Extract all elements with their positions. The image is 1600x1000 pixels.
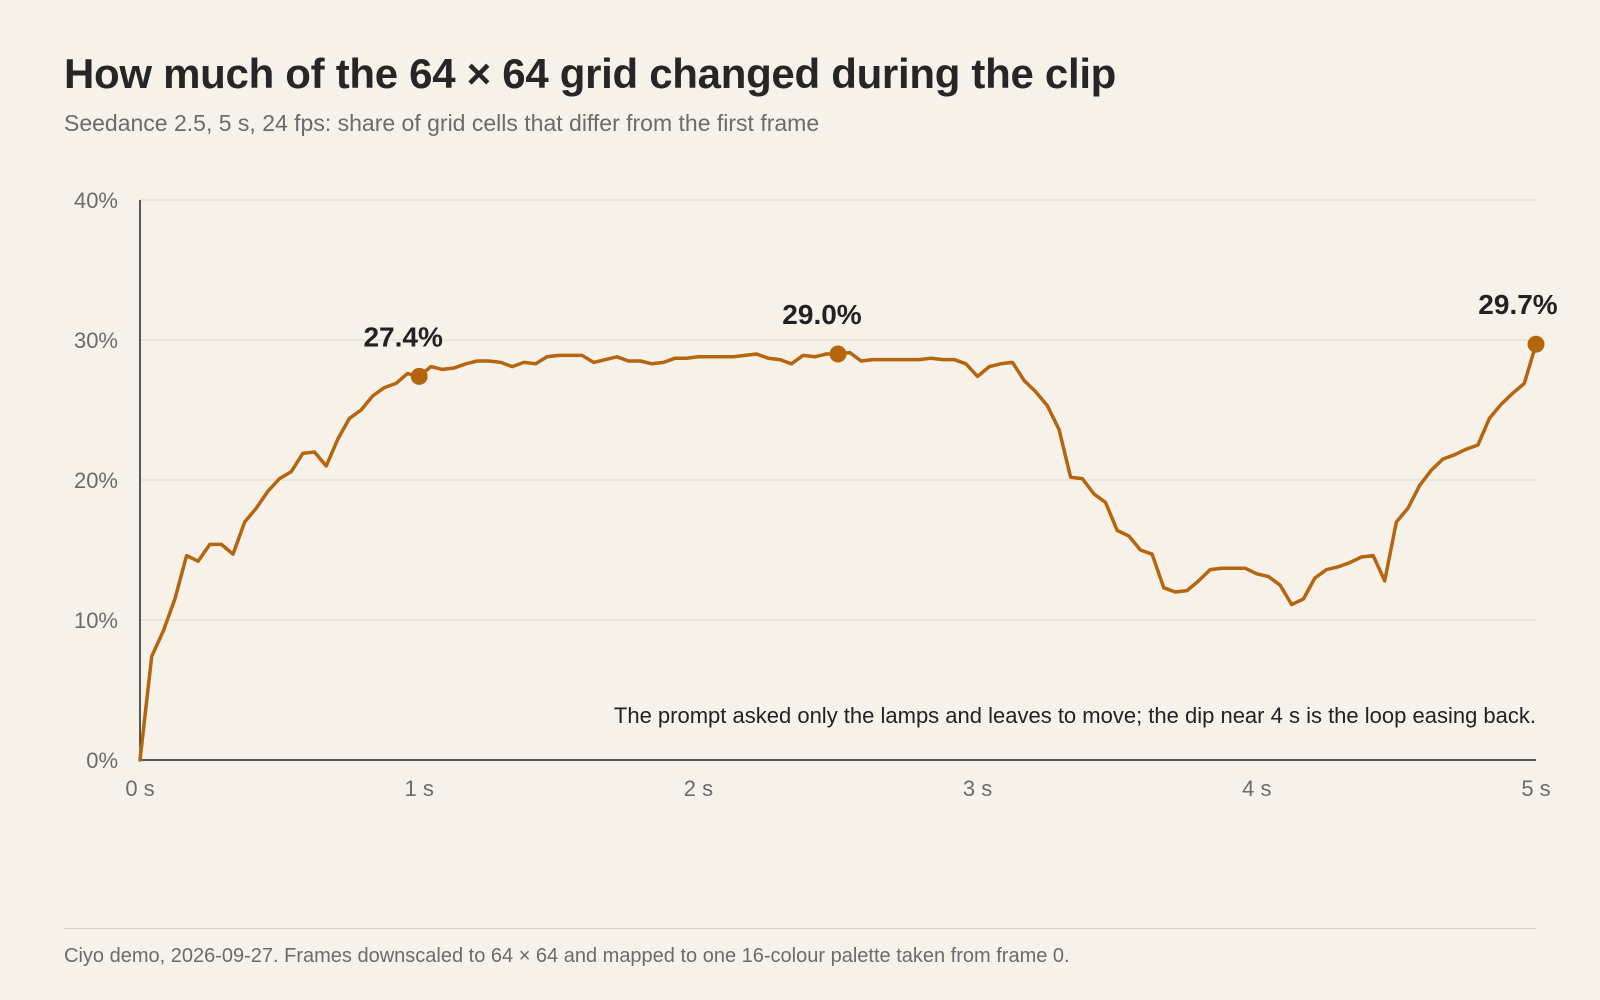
x-tick-label: 3 s — [963, 776, 992, 801]
highlight-point — [829, 345, 847, 363]
footnote: Ciyo demo, 2026-09-27. Frames downscaled… — [64, 945, 1070, 967]
highlight-label: 27.4% — [363, 321, 442, 352]
x-tick-label: 4 s — [1242, 776, 1271, 801]
y-tick-label: 10% — [74, 608, 118, 633]
x-tick-label: 5 s — [1521, 776, 1550, 801]
highlight-point — [1527, 335, 1545, 353]
y-tick-label: 0% — [86, 748, 118, 773]
highlight-label: 29.0% — [782, 299, 861, 330]
y-tick-label: 20% — [74, 468, 118, 493]
chart-subtitle: Seedance 2.5, 5 s, 24 fps: share of grid… — [64, 110, 820, 136]
x-tick-label: 1 s — [405, 776, 434, 801]
series-line — [138, 342, 1538, 762]
highlight-label: 29.7% — [1478, 289, 1557, 320]
x-tick-label: 0 s — [125, 776, 154, 801]
y-tick-label: 40% — [74, 188, 118, 213]
chart-annotation: The prompt asked only the lamps and leav… — [614, 703, 1536, 728]
line-chart: 0% 10% 20% 30% 40% 0 s 1 s 2 s 3 s 4 s 5 s 27.4% 29.… — [74, 188, 1558, 801]
highlight-point — [410, 367, 428, 385]
x-tick-label: 2 s — [684, 776, 713, 801]
chart-title: How much of the 64 × 64 grid changed dur… — [64, 50, 1117, 97]
footer-divider — [64, 928, 1536, 929]
y-tick-label: 30% — [74, 328, 118, 353]
